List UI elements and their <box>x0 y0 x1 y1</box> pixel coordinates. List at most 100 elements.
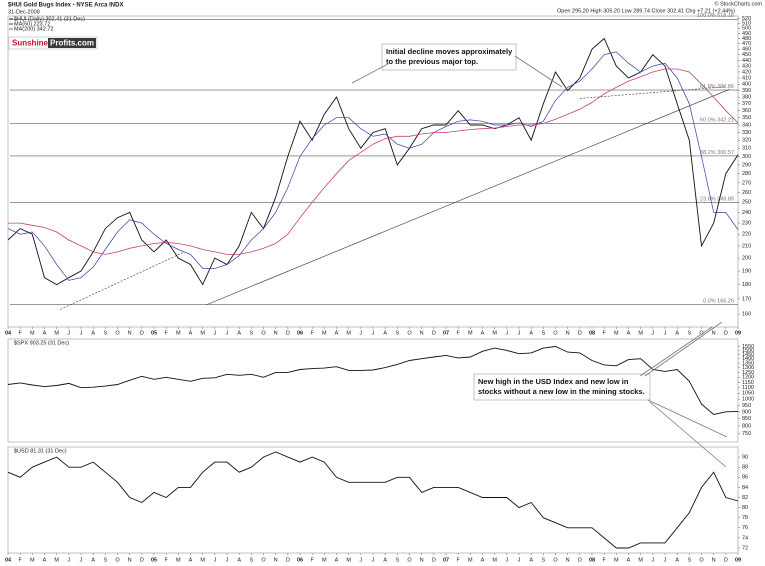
x-tick-label: S <box>249 330 253 336</box>
x-tick-label: F <box>602 330 606 336</box>
y-tick-label: 180 <box>742 282 751 288</box>
x-tick-label: M <box>30 330 35 336</box>
ohlc: Open 295.20 High 305.20 Low 289.74 Close… <box>557 8 735 14</box>
x-tick-label: M <box>638 557 643 563</box>
y-tick-label: 1450 <box>742 352 754 358</box>
x-tick-label: D <box>286 557 290 563</box>
x-tick-label: N <box>566 330 570 336</box>
x-tick-label: A <box>335 330 339 336</box>
y-tick-label: 470 <box>742 41 751 47</box>
x-tick-label: J <box>664 557 667 563</box>
y-tick-label: 1550 <box>742 344 754 350</box>
y-tick-label: 350 <box>742 115 751 121</box>
x-tick-label: A <box>529 330 533 336</box>
x-tick-label: J <box>80 557 83 563</box>
y-tick-label: 1000 <box>742 397 754 403</box>
y-tick-label: 84 <box>742 485 748 491</box>
y-tick-label: 390 <box>742 88 751 94</box>
x-tick-label: M <box>176 557 181 563</box>
x-tick-label: 06 <box>297 330 303 336</box>
x-tick-label: M <box>54 330 59 336</box>
x-tick-label: 08 <box>589 557 595 563</box>
x-tick-label: N <box>128 557 132 563</box>
x-tick-label: M <box>176 330 181 336</box>
y-tick-label: 320 <box>742 138 751 144</box>
x-tick-label: O <box>407 330 412 336</box>
x-tick-label: M <box>54 557 59 563</box>
y-tick-label: 380 <box>742 95 751 101</box>
annotation-arrow <box>649 401 727 468</box>
x-tick-label: M <box>322 557 327 563</box>
x-tick-label: M <box>346 557 351 563</box>
annotation: New high in the USD Index and new low in <box>478 377 629 386</box>
x-tick-label: 08 <box>589 330 595 336</box>
y-tick-label: 74 <box>742 535 748 541</box>
x-tick-label: N <box>712 330 716 336</box>
y-tick-label: 90 <box>742 455 748 461</box>
trendline <box>60 251 185 310</box>
x-tick-label: F <box>310 330 314 336</box>
x-tick-label: D <box>432 557 436 563</box>
series-line <box>7 451 739 549</box>
x-tick-label: M <box>614 557 619 563</box>
chart-title: $HUI Gold Bugs Index - NYSE Arca INDX <box>8 3 123 9</box>
x-tick-label: O <box>115 557 120 563</box>
legend-label: $SPX 903.25 (31 Dec) <box>14 340 69 346</box>
chart-date: 31-Dec-2008 <box>8 9 40 15</box>
legend-label: MA(200) 342.72 <box>14 26 53 32</box>
y-tick-label: 1150 <box>742 380 754 386</box>
x-tick-label: A <box>481 557 485 563</box>
x-tick-label: M <box>200 330 205 336</box>
x-tick-label: J <box>359 330 362 336</box>
series-line <box>7 51 739 281</box>
y-tick-label: 520 <box>742 16 751 22</box>
annotation-box <box>381 43 517 71</box>
x-tick-label: A <box>383 557 387 563</box>
x-tick-label: J <box>505 557 508 563</box>
x-tick-label: F <box>602 557 606 563</box>
x-tick-label: A <box>627 330 631 336</box>
x-tick-label: D <box>286 330 290 336</box>
y-tick-label: 900 <box>742 409 751 415</box>
x-tick-label: S <box>541 330 545 336</box>
annotation-box <box>473 373 651 401</box>
y-tick-label: 170 <box>742 296 751 302</box>
y-tick-label: 210 <box>742 243 751 249</box>
y-tick-label: 78 <box>742 515 748 521</box>
y-tick-label: 360 <box>742 108 751 114</box>
trendline <box>206 89 730 306</box>
y-tick-label: 480 <box>742 36 751 42</box>
x-tick-label: D <box>724 557 728 563</box>
x-tick-label: F <box>18 330 22 336</box>
x-tick-label: J <box>80 330 83 336</box>
x-tick-label: O <box>261 330 266 336</box>
x-tick-label: A <box>237 557 241 563</box>
x-tick-label: N <box>128 330 132 336</box>
x-tick-label: D <box>140 330 144 336</box>
y-tick-label: 1500 <box>742 348 754 354</box>
x-tick-label: S <box>249 557 253 563</box>
x-tick-label: N <box>274 557 278 563</box>
x-tick-label: F <box>456 330 460 336</box>
x-tick-label: 06 <box>297 557 303 563</box>
y-tick-label: 450 <box>742 52 751 58</box>
x-tick-label: S <box>395 557 399 563</box>
x-tick-label: 05 <box>151 557 157 563</box>
legend-label: $HUI (Daily) 302.41 (31 Dec) <box>14 16 85 22</box>
x-tick-label: J <box>213 330 216 336</box>
y-tick-label: 200 <box>742 256 751 262</box>
x-tick-label: 09 <box>735 330 741 336</box>
logo-text: Sunshine <box>12 39 49 48</box>
legend-label: $USD 81.31 (31 Dec) <box>14 448 67 454</box>
x-tick-label: O <box>115 330 120 336</box>
x-tick-label: D <box>578 330 582 336</box>
y-tick-label: 260 <box>742 190 751 196</box>
x-tick-label: A <box>43 557 47 563</box>
x-tick-label: A <box>481 330 485 336</box>
fib-label: 23.6% 249.85 <box>700 196 734 202</box>
x-tick-label: N <box>274 330 278 336</box>
x-tick-label: D <box>578 557 582 563</box>
x-tick-label: A <box>237 330 241 336</box>
x-tick-label: N <box>566 557 570 563</box>
y-tick-label: 430 <box>742 64 751 70</box>
